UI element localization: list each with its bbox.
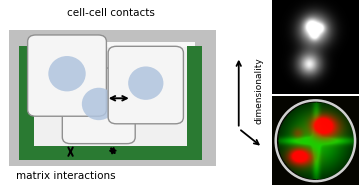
Ellipse shape [48, 56, 86, 91]
Text: cell-cell contacts: cell-cell contacts [66, 8, 154, 18]
FancyBboxPatch shape [28, 35, 106, 116]
FancyBboxPatch shape [108, 46, 183, 124]
Bar [19, 146, 202, 160]
Ellipse shape [128, 67, 163, 100]
Bar [31, 42, 195, 155]
Ellipse shape [82, 88, 116, 120]
Bar [34, 47, 187, 146]
Bar [19, 46, 34, 160]
FancyBboxPatch shape [62, 68, 135, 144]
Bar [0, 23, 235, 189]
Bar [187, 46, 202, 160]
Text: matrix interactions: matrix interactions [16, 171, 116, 181]
Bar [9, 30, 216, 166]
Text: dimensionality: dimensionality [255, 57, 264, 124]
